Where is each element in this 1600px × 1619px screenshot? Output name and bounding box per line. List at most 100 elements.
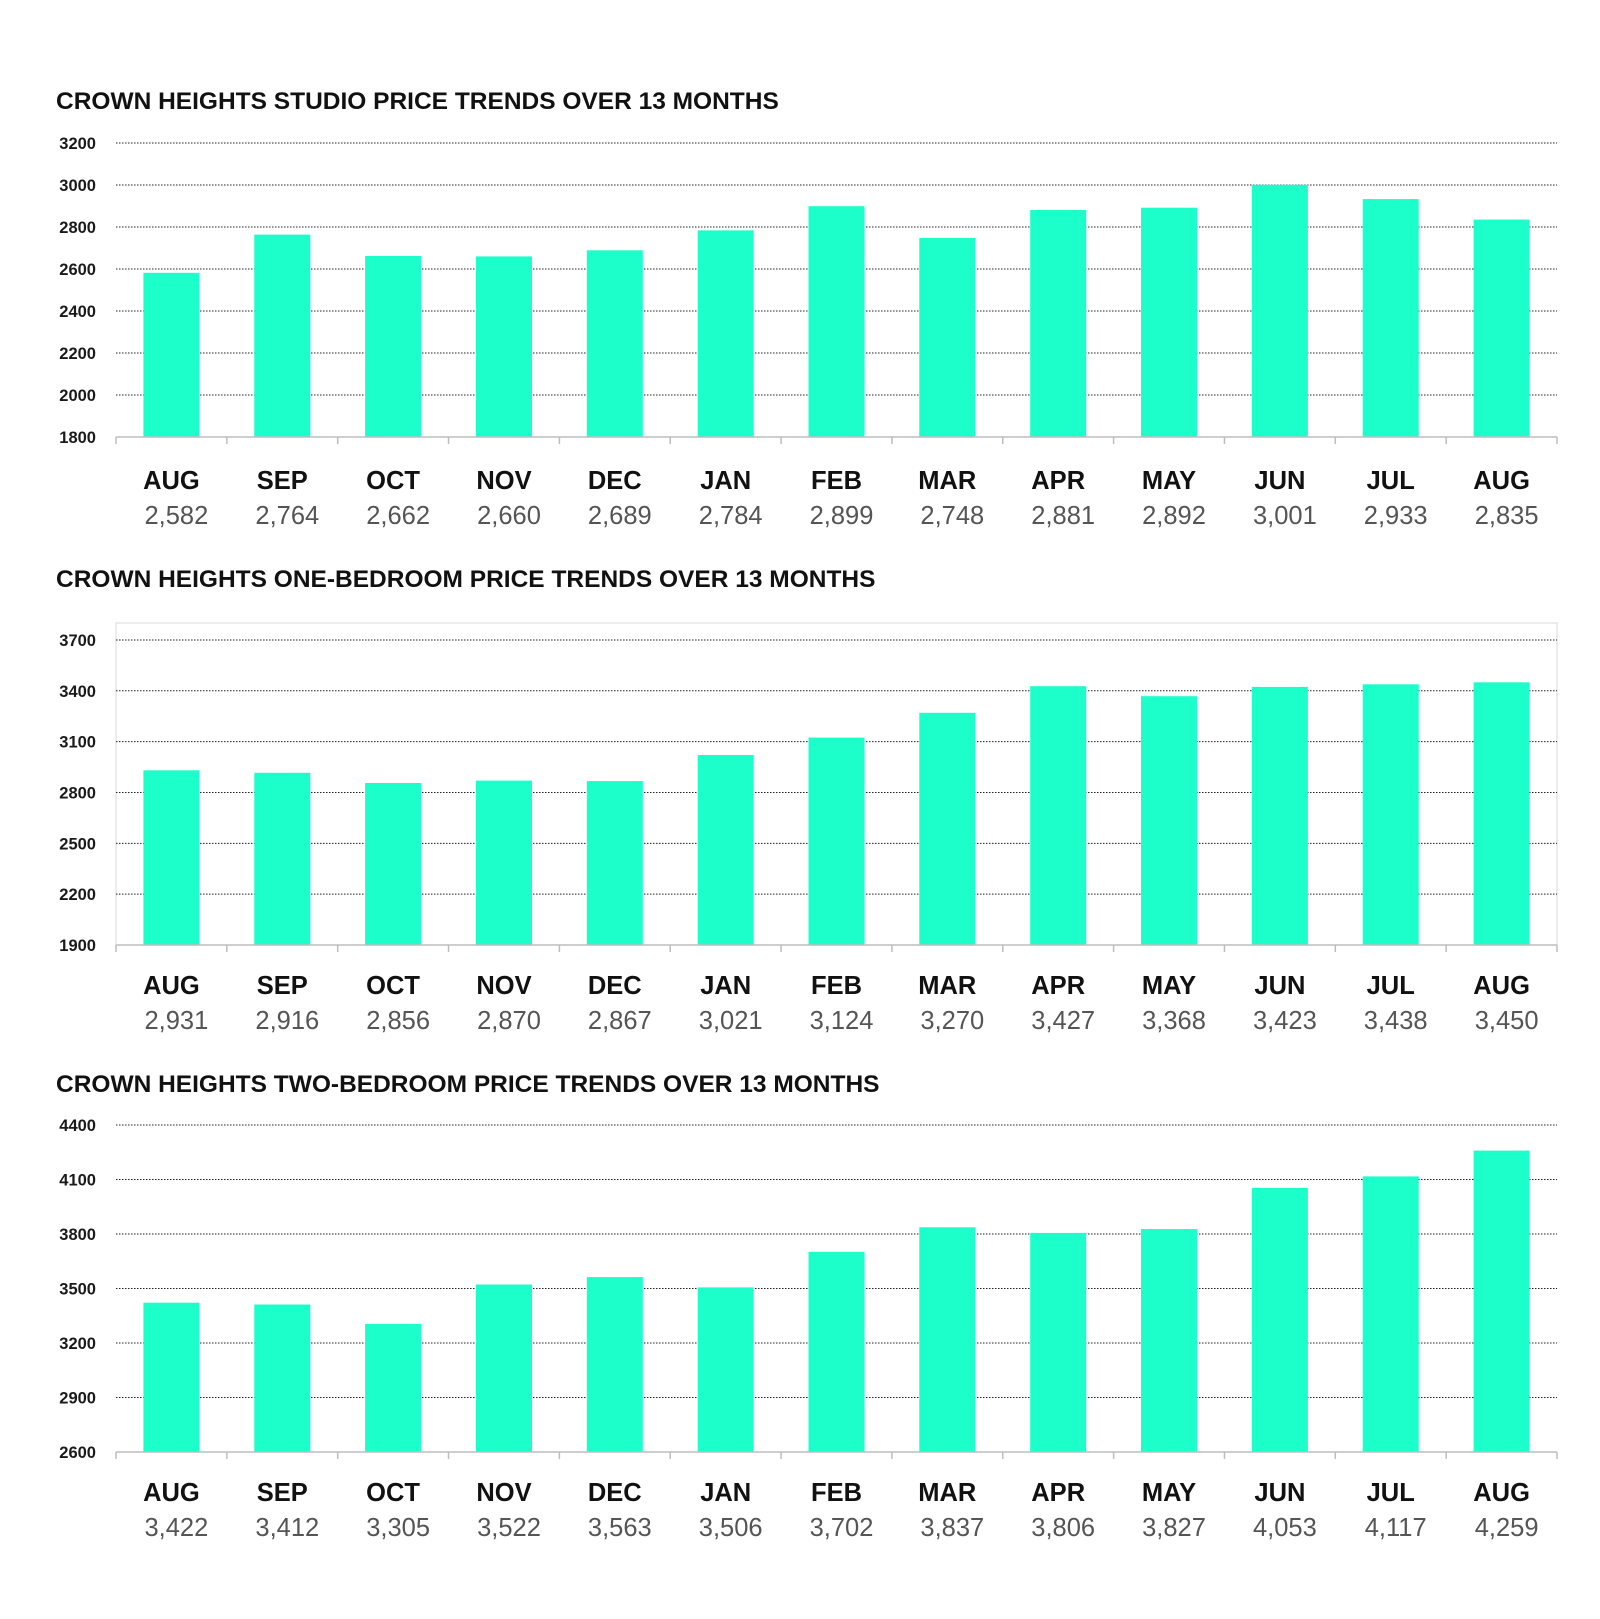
bar bbox=[697, 1287, 754, 1452]
x-tick-label: OCT bbox=[366, 972, 420, 1000]
y-tick-label: 3800 bbox=[59, 1226, 96, 1244]
x-tick-label: APR bbox=[1031, 467, 1085, 495]
bar bbox=[143, 1302, 200, 1452]
y-tick-label: 2800 bbox=[59, 219, 96, 237]
bar bbox=[586, 1277, 643, 1452]
bar bbox=[1473, 1150, 1530, 1452]
data-label: 3,423 bbox=[1253, 1007, 1317, 1035]
bar bbox=[919, 1227, 976, 1452]
data-label: 3,368 bbox=[1142, 1007, 1206, 1035]
x-tick-label: MAY bbox=[1142, 1479, 1196, 1507]
bar bbox=[697, 230, 754, 437]
x-tick-label: MAY bbox=[1142, 972, 1196, 1000]
data-label: 3,827 bbox=[1142, 1514, 1206, 1542]
bar bbox=[1473, 219, 1530, 437]
data-label: 2,892 bbox=[1142, 502, 1206, 530]
data-label: 3,702 bbox=[810, 1514, 874, 1542]
data-label: 3,506 bbox=[699, 1514, 763, 1542]
bar bbox=[254, 772, 311, 945]
bar bbox=[1473, 682, 1530, 945]
y-tick-label: 1800 bbox=[59, 429, 96, 447]
bar bbox=[1141, 207, 1197, 437]
y-tick-label: 4100 bbox=[59, 1172, 96, 1190]
y-tick-label: 3200 bbox=[59, 135, 96, 153]
bar bbox=[919, 237, 976, 437]
data-label: 2,662 bbox=[366, 502, 430, 530]
bar bbox=[143, 770, 200, 945]
data-label: 2,881 bbox=[1031, 502, 1095, 530]
data-label: 2,582 bbox=[144, 502, 208, 530]
y-tick-label: 3400 bbox=[59, 683, 96, 701]
chart-one-bedroom: CROWN HEIGHTS ONE-BEDROOM PRICE TRENDS O… bbox=[56, 566, 1558, 1035]
bar bbox=[586, 781, 643, 945]
x-tick-label: JUN bbox=[1254, 1479, 1305, 1507]
y-tick-label: 3000 bbox=[59, 177, 96, 195]
x-tick-label: JUL bbox=[1367, 467, 1415, 495]
bar bbox=[1362, 1176, 1419, 1452]
chart-two-bedroom: CROWN HEIGHTS TWO-BEDROOM PRICE TRENDS O… bbox=[56, 1071, 1558, 1542]
data-label: 2,870 bbox=[477, 1007, 541, 1035]
bar bbox=[476, 780, 532, 945]
bar bbox=[1141, 696, 1197, 945]
x-tick-label: OCT bbox=[366, 467, 420, 495]
x-tick-label: JUL bbox=[1367, 1479, 1415, 1507]
data-label: 2,899 bbox=[810, 502, 874, 530]
y-tick-label: 2600 bbox=[59, 261, 96, 279]
x-tick-label: AUG bbox=[143, 1479, 200, 1507]
bar bbox=[1030, 1232, 1087, 1452]
x-tick-label: FEB bbox=[811, 972, 862, 1000]
x-tick-label: APR bbox=[1031, 972, 1085, 1000]
data-label: 2,856 bbox=[366, 1007, 430, 1035]
bar bbox=[476, 256, 532, 437]
x-tick-label: JAN bbox=[700, 467, 751, 495]
bar bbox=[1251, 1188, 1308, 1452]
bar bbox=[697, 755, 754, 945]
data-label: 2,916 bbox=[255, 1007, 319, 1035]
x-tick-label: MAR bbox=[918, 972, 976, 1000]
x-tick-label: NOV bbox=[476, 467, 531, 495]
bar bbox=[586, 250, 643, 437]
x-tick-label: JUN bbox=[1254, 467, 1305, 495]
bar bbox=[365, 1323, 422, 1452]
bar bbox=[808, 206, 865, 437]
data-label: 3,563 bbox=[588, 1514, 652, 1542]
data-label: 3,001 bbox=[1253, 502, 1317, 530]
bar bbox=[143, 272, 200, 437]
y-tick-label: 2400 bbox=[59, 303, 96, 321]
x-tick-label: MAY bbox=[1142, 467, 1196, 495]
x-tick-label: AUG bbox=[1473, 467, 1530, 495]
x-tick-label: JUL bbox=[1367, 972, 1415, 1000]
x-tick-label: AUG bbox=[143, 467, 200, 495]
data-label: 2,933 bbox=[1364, 502, 1428, 530]
y-tick-label: 3700 bbox=[59, 632, 96, 650]
y-tick-label: 2600 bbox=[59, 1444, 96, 1462]
y-tick-label: 2200 bbox=[59, 886, 96, 904]
x-tick-label: JUN bbox=[1254, 972, 1305, 1000]
x-tick-label: OCT bbox=[366, 1479, 420, 1507]
bar bbox=[1251, 686, 1308, 945]
data-label: 3,450 bbox=[1475, 1007, 1539, 1035]
data-label: 2,764 bbox=[255, 502, 319, 530]
x-tick-label: JAN bbox=[700, 972, 751, 1000]
x-tick-label: AUG bbox=[143, 972, 200, 1000]
data-label: 3,270 bbox=[920, 1007, 984, 1035]
bar bbox=[365, 783, 422, 945]
bar bbox=[1251, 184, 1308, 437]
data-label: 2,835 bbox=[1475, 502, 1539, 530]
x-tick-label: FEB bbox=[811, 467, 862, 495]
data-label: 2,689 bbox=[588, 502, 652, 530]
data-label: 3,522 bbox=[477, 1514, 541, 1542]
data-label: 3,412 bbox=[255, 1514, 319, 1542]
y-tick-label: 1900 bbox=[59, 937, 96, 955]
x-tick-label: APR bbox=[1031, 1479, 1085, 1507]
data-label: 2,931 bbox=[144, 1007, 208, 1035]
y-tick-label: 2800 bbox=[59, 784, 96, 802]
chart-title: CROWN HEIGHTS TWO-BEDROOM PRICE TRENDS O… bbox=[56, 1071, 880, 1098]
bar bbox=[1030, 210, 1087, 437]
x-tick-label: SEP bbox=[257, 972, 308, 1000]
y-tick-label: 2000 bbox=[59, 387, 96, 405]
data-label: 4,053 bbox=[1253, 1514, 1317, 1542]
bar bbox=[254, 234, 311, 437]
data-label: 3,806 bbox=[1031, 1514, 1095, 1542]
